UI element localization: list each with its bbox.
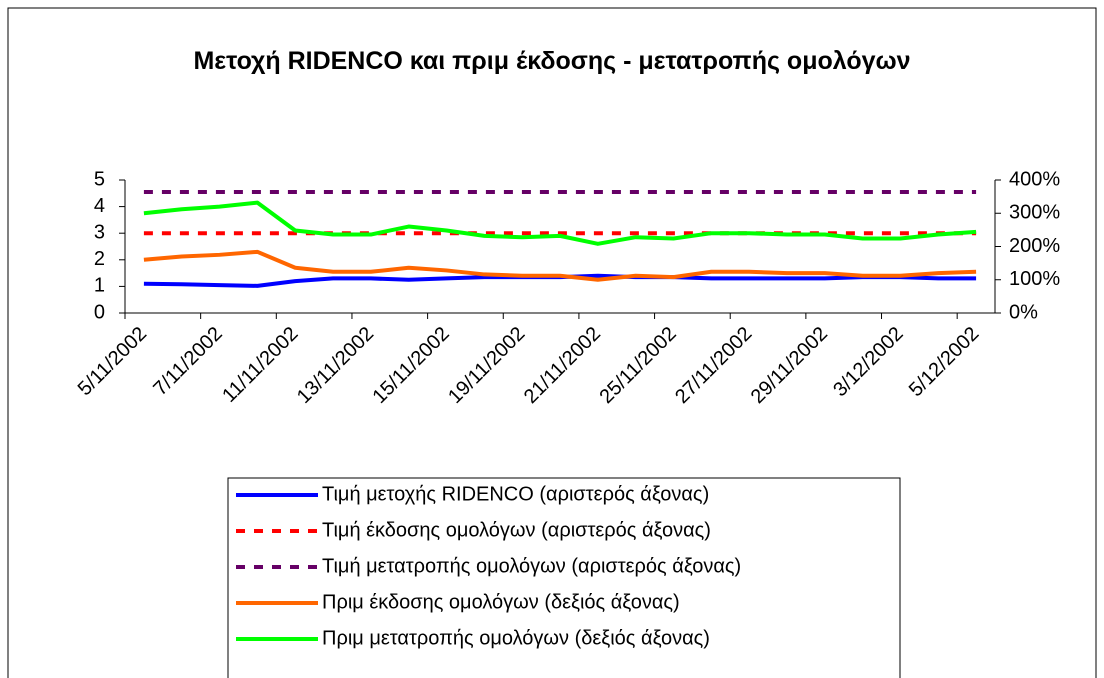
y-tick-label: 1: [94, 275, 105, 297]
legend-label: Πριμ έκδοσης ομολόγων (δεξιός άξονας): [322, 591, 680, 613]
series-line: [143, 200, 977, 246]
chart-title: Μετοχή RIDENCO και πριμ έκδοσης - μετατρ…: [193, 47, 911, 75]
legend-label: Τιμή έκδοσης ομολόγων (αριστερός άξονας): [322, 519, 711, 541]
y2-tick-label: 100%: [1009, 268, 1060, 290]
y-tick-label: 4: [94, 195, 105, 217]
y-tick-label: 3: [94, 221, 105, 243]
y-tick-label: 5: [94, 168, 105, 190]
y2-tick-label: 400%: [1009, 168, 1060, 190]
y2-tick-label: 300%: [1009, 202, 1060, 224]
y-tick-label: 2: [94, 248, 105, 270]
legend-box: [227, 477, 901, 678]
y2-tick-label: 200%: [1009, 235, 1060, 257]
y-tick-label: 0: [94, 301, 105, 323]
y2-tick-label: 0%: [1009, 301, 1038, 323]
series-line: [143, 249, 977, 282]
legend-label: Πριμ μετατροπής ομολόγων (δεξιός άξονας): [322, 627, 710, 649]
legend-label: Τιμή μετατροπής ομολόγων (αριστερός άξον…: [322, 555, 741, 577]
legend-label: Τιμή μετοχής RIDENCO (αριστερός άξονας): [322, 483, 709, 505]
